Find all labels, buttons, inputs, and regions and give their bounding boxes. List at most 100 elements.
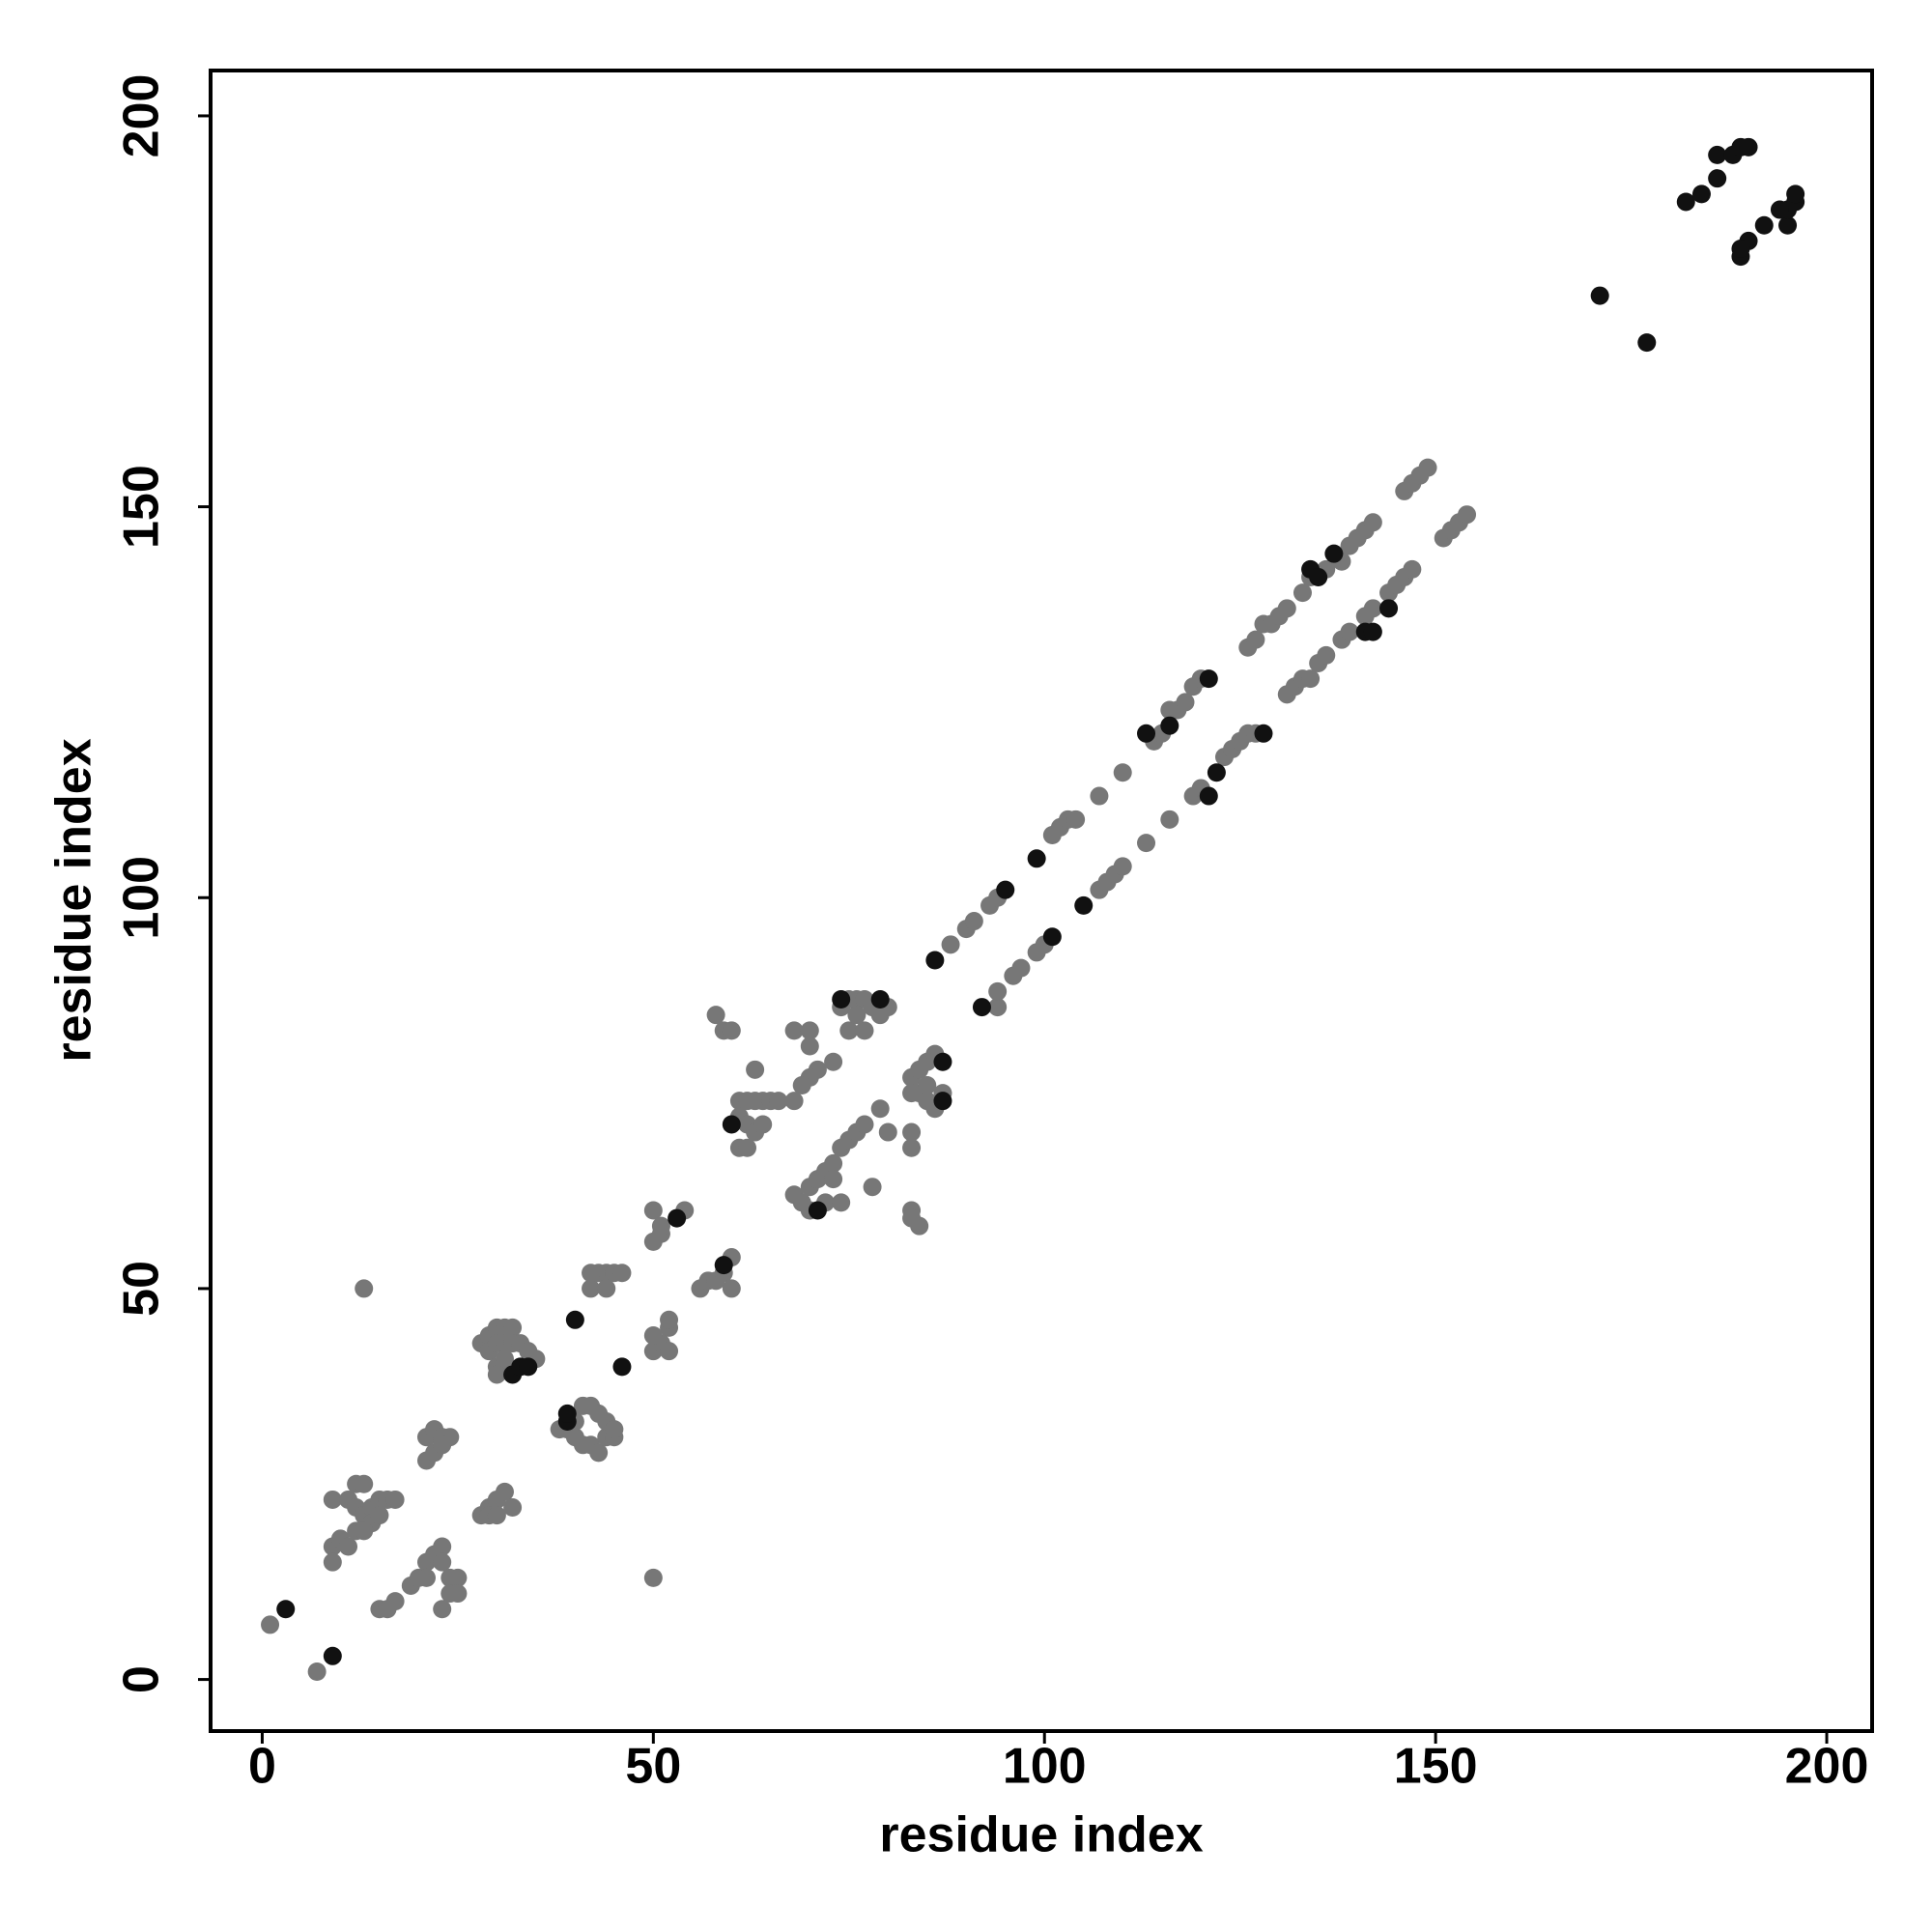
point <box>668 1208 687 1228</box>
point <box>487 1365 506 1384</box>
point <box>870 1099 890 1119</box>
point <box>722 1021 741 1040</box>
point <box>1011 958 1031 978</box>
point <box>565 1310 584 1329</box>
point <box>1458 505 1477 525</box>
point <box>519 1357 538 1377</box>
point <box>1637 333 1657 353</box>
point <box>385 1490 405 1509</box>
point <box>1590 286 1609 305</box>
point <box>902 1084 922 1103</box>
point <box>1754 215 1774 235</box>
point <box>714 1256 733 1275</box>
point <box>1778 215 1798 235</box>
point <box>972 998 991 1017</box>
point <box>941 935 960 954</box>
point <box>988 981 1008 1001</box>
x-tick-label: 150 <box>1394 1739 1478 1795</box>
point <box>1293 583 1312 603</box>
point <box>988 998 1008 1017</box>
point <box>902 1208 922 1228</box>
y-tick-label: 50 <box>114 1261 170 1317</box>
point <box>832 989 851 1009</box>
point <box>495 1350 514 1369</box>
point <box>339 1537 358 1556</box>
point <box>370 1506 389 1525</box>
point <box>824 1153 843 1173</box>
point <box>1418 458 1437 477</box>
point <box>847 1006 867 1025</box>
point <box>355 1474 374 1493</box>
point <box>1379 599 1399 618</box>
point <box>902 1122 922 1142</box>
point <box>1160 810 1179 829</box>
point <box>784 1021 804 1040</box>
point <box>1739 137 1758 156</box>
point <box>863 1178 882 1197</box>
point <box>433 1537 452 1556</box>
point <box>1199 786 1218 806</box>
y-tick-label: 150 <box>114 465 170 549</box>
point <box>323 1646 342 1665</box>
point <box>824 1170 843 1189</box>
point <box>1324 544 1344 563</box>
point <box>753 1115 773 1134</box>
point <box>660 1310 679 1329</box>
point <box>557 1404 577 1423</box>
point <box>1691 185 1711 204</box>
point <box>855 1115 874 1134</box>
point <box>746 1060 765 1079</box>
point <box>1403 559 1422 579</box>
point <box>612 1264 632 1283</box>
point <box>1066 810 1086 829</box>
point <box>1770 200 1789 219</box>
y-tick-label: 100 <box>114 856 170 940</box>
point <box>808 1201 827 1220</box>
point <box>964 912 983 931</box>
point <box>448 1584 468 1604</box>
point <box>589 1404 609 1423</box>
point <box>1113 763 1132 782</box>
point <box>800 1021 819 1040</box>
point <box>902 1138 922 1157</box>
point <box>824 1052 843 1071</box>
point <box>643 1325 663 1345</box>
point <box>1277 599 1296 618</box>
point <box>651 1216 670 1236</box>
plot-frame <box>209 69 1874 1733</box>
point <box>433 1552 452 1572</box>
point <box>839 1021 859 1040</box>
point <box>1207 763 1226 782</box>
point <box>996 880 1015 899</box>
point <box>784 1092 804 1111</box>
point <box>870 989 890 1009</box>
point <box>385 1592 405 1611</box>
point <box>323 1490 342 1509</box>
point <box>855 1021 874 1040</box>
point <box>1160 716 1179 735</box>
point <box>417 1568 437 1587</box>
point <box>355 1521 374 1541</box>
point <box>792 1076 811 1094</box>
point <box>582 1264 601 1283</box>
point <box>307 1662 327 1681</box>
x-tick-label: 0 <box>248 1739 276 1795</box>
point <box>769 1092 788 1111</box>
point <box>800 1037 819 1056</box>
point <box>1254 724 1273 743</box>
point <box>722 1279 741 1298</box>
point <box>495 1482 514 1501</box>
point <box>276 1600 296 1619</box>
point <box>433 1600 452 1619</box>
point <box>605 1420 624 1439</box>
point <box>1027 849 1046 868</box>
point <box>448 1568 468 1587</box>
point <box>1137 724 1156 743</box>
point <box>1708 145 1727 164</box>
point <box>1363 599 1382 618</box>
point <box>878 1122 897 1142</box>
point <box>1301 669 1321 689</box>
point <box>918 1076 937 1094</box>
point <box>323 1552 342 1572</box>
